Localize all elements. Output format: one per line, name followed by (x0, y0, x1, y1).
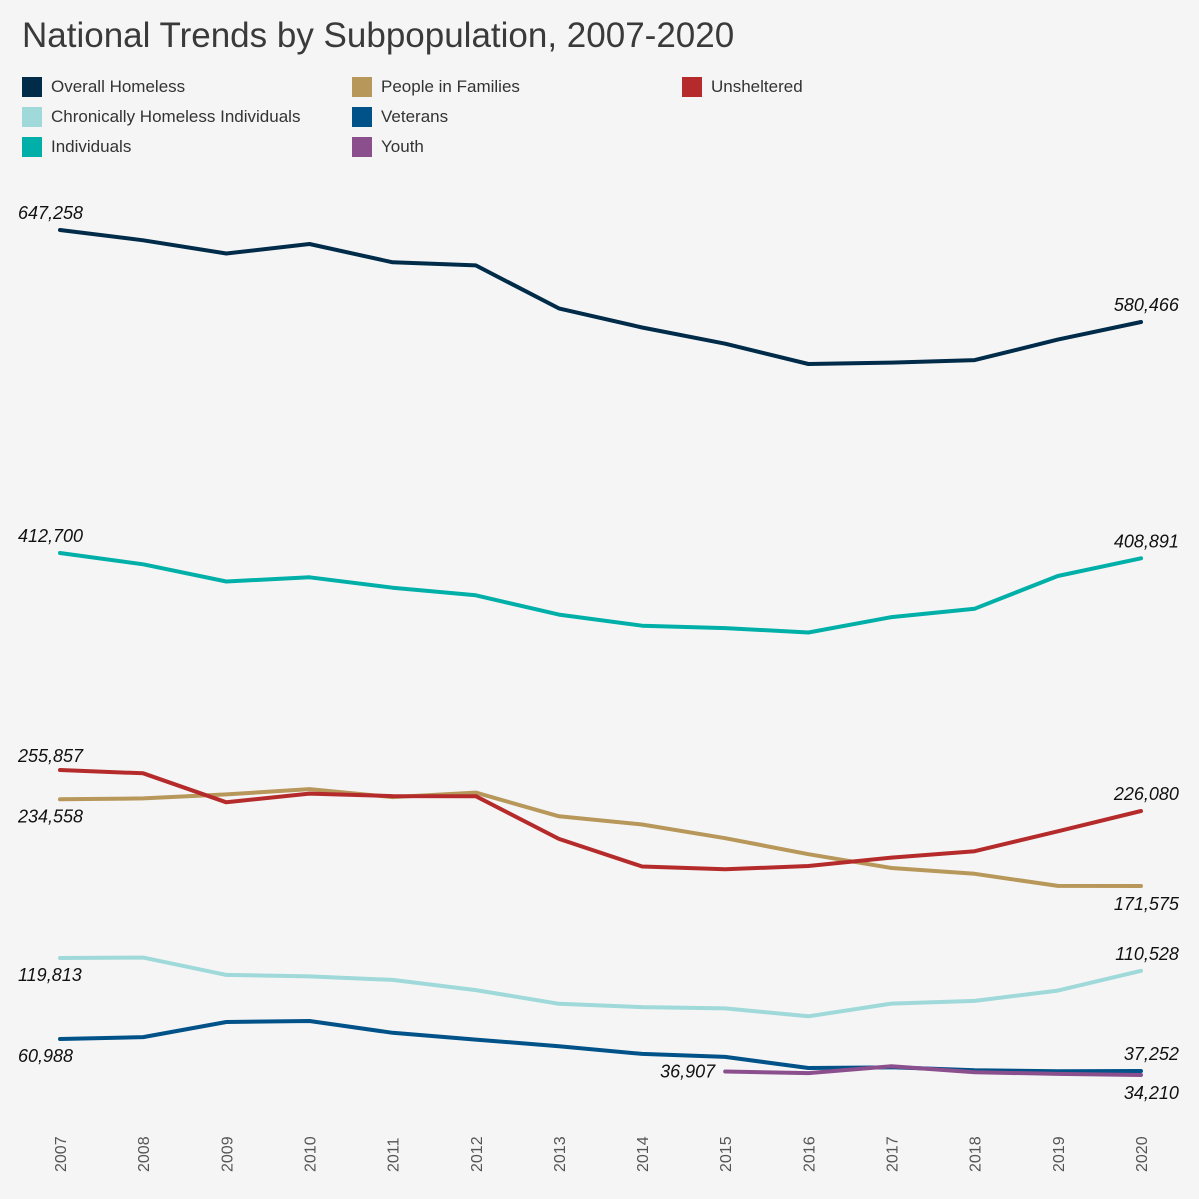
data-label: 119,813 (18, 965, 82, 985)
x-tick-label: 2019 (1051, 1136, 1068, 1172)
data-label: 255,857 (17, 746, 84, 766)
x-tick-label: 2007 (53, 1136, 70, 1172)
x-tick-label: 2013 (552, 1136, 569, 1172)
legend-swatch (352, 77, 372, 97)
legend-swatch (352, 137, 372, 157)
series-line (58, 551, 1143, 635)
legend-swatch (22, 77, 42, 97)
x-tick-label: 2015 (718, 1136, 735, 1172)
data-label: 647,258 (18, 203, 83, 223)
legend-item: Overall Homeless (22, 75, 185, 99)
legend-label: Unsheltered (711, 77, 803, 96)
x-tick-label: 2014 (635, 1136, 652, 1172)
series-line (723, 1064, 1143, 1077)
legend-item: Unsheltered (682, 75, 803, 99)
series-line (58, 955, 1143, 1019)
data-label: 580,466 (1114, 295, 1180, 315)
legend-swatch (22, 137, 42, 157)
legend-label: Overall Homeless (51, 77, 186, 96)
x-tick-label: 2016 (801, 1136, 818, 1172)
legend-item: Individuals (22, 135, 131, 159)
legend-label: Chronically Homeless Individuals (51, 107, 301, 126)
x-tick-label: 2017 (885, 1136, 902, 1172)
x-tick-label: 2012 (469, 1136, 486, 1172)
series-line (58, 768, 1143, 872)
x-tick-label: 2018 (968, 1136, 985, 1172)
legend-item: Veterans (352, 105, 448, 129)
x-tick-label: 2010 (302, 1136, 319, 1172)
data-label: 226,080 (1113, 784, 1179, 804)
x-tick-label: 2011 (386, 1137, 403, 1172)
legend-label: Individuals (51, 137, 132, 156)
data-label: 37,252 (1124, 1044, 1179, 1064)
legend-label: People in Families (381, 77, 520, 96)
data-label: 110,528 (1115, 944, 1179, 964)
legend-swatch (352, 107, 372, 127)
data-label: 234,558 (17, 806, 83, 826)
legend-swatch (22, 107, 42, 127)
x-tick-label: 2020 (1134, 1136, 1151, 1172)
legend: Overall Homeless People in Families Unshel… (22, 75, 1022, 165)
data-label: 60,988 (18, 1046, 73, 1066)
x-tick-label: 2009 (219, 1136, 236, 1172)
legend-item: People in Families (352, 75, 520, 99)
legend-item: Chronically Homeless Individuals (22, 105, 300, 129)
series-line (58, 787, 1143, 888)
data-label: 34,210 (1124, 1083, 1179, 1103)
chart-title: National Trends by Subpopulation, 2007-2… (22, 16, 735, 55)
series-line (58, 228, 1143, 366)
data-label: 36,907 (660, 1061, 716, 1081)
data-label: 412,700 (18, 526, 83, 546)
legend-label: Youth (381, 137, 424, 156)
data-label: 408,891 (1114, 531, 1179, 551)
x-tick-label: 2008 (136, 1136, 153, 1172)
legend-swatch (682, 77, 702, 97)
legend-item: Youth (352, 135, 424, 159)
series-line (58, 1019, 1143, 1074)
legend-label: Veterans (381, 107, 449, 126)
data-label: 171,575 (1114, 894, 1180, 914)
